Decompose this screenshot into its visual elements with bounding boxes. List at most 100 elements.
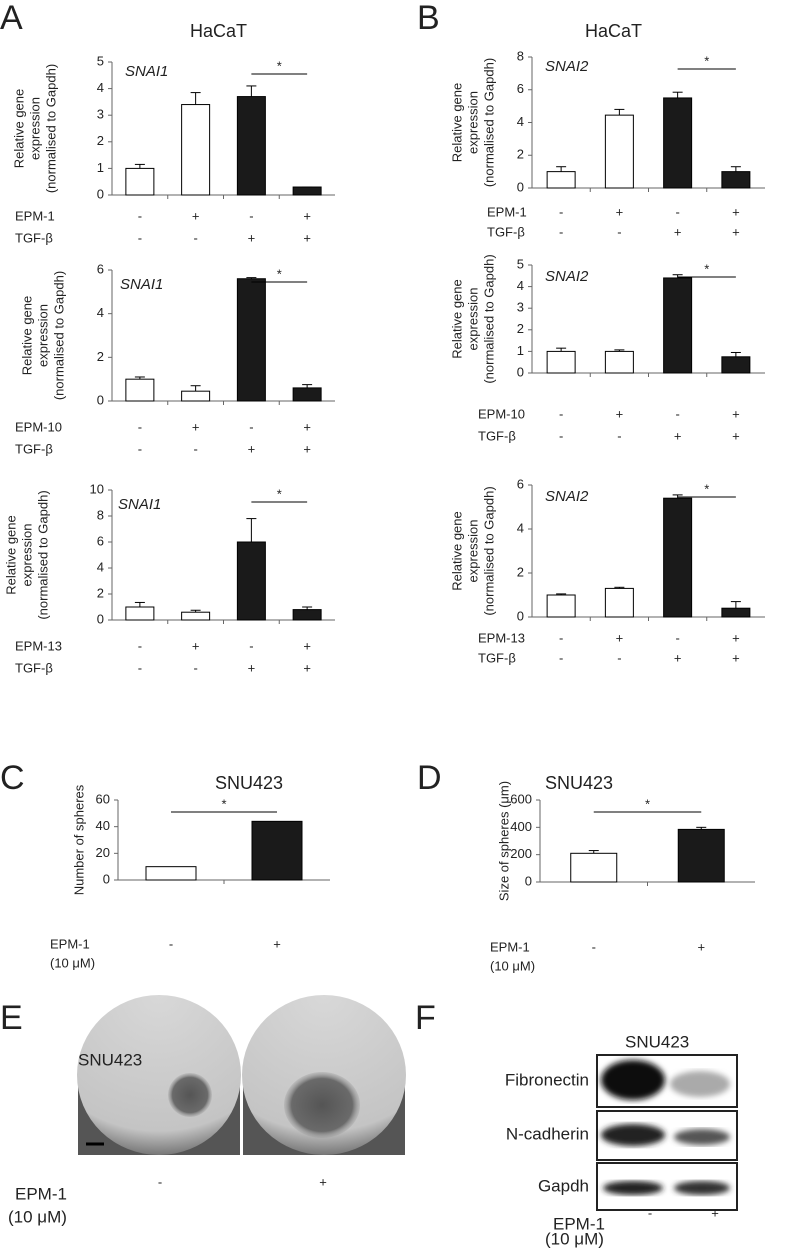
y-axis-label: (normalised to Gapdh) [481,58,496,187]
error-bar [556,347,567,352]
y-axis-label: Relative gene [19,296,34,376]
bar [125,167,155,196]
bar [604,587,634,618]
y-axis-label: (normalised to Gapdh) [51,271,66,400]
panel-letter: F [415,999,436,1037]
y-tick-label: 0 [517,179,524,194]
y-tick-label: 4 [517,520,524,535]
y-axis-label: expression [35,304,50,367]
treatment-mark: - [559,630,563,645]
y-axis-label: Relative gene [11,89,26,169]
treatment-mark: - [559,650,563,665]
y-tick-label: 4 [517,278,524,293]
treatment-mark: - [138,638,142,653]
y-tick-label: 2 [97,133,104,148]
treatment-mark: + [303,441,311,456]
band [601,1060,665,1100]
treatment-mark: + [732,650,740,665]
treatment-mark: + [616,630,624,645]
bar [251,820,303,881]
y-tick-label: 4 [97,80,104,95]
treatment-mark: + [732,406,740,421]
y-tick-label: 10 [90,481,104,496]
y-tick-label: 400 [510,819,532,834]
cell-line: HaCaT [585,21,642,41]
treatment-mark: - [193,660,197,675]
bar [292,186,322,196]
treatment-label: TGF-β [478,428,516,443]
bar [145,866,197,881]
treatment-note: (10 μM) [8,1207,67,1226]
error-bar [730,351,741,357]
y-axis-label: Relative gene [3,515,18,595]
bar [570,852,618,883]
bar [546,350,576,374]
treatment-mark: + [616,204,624,219]
treatment-note: (10 μM) [490,958,535,973]
y-tick-label: 2 [517,321,524,336]
bar [236,278,266,402]
significance-label: * [704,481,709,496]
y-tick-label: 0 [97,611,104,626]
error-bar [134,163,145,169]
bar [663,497,693,618]
treatment-mark: - [592,939,596,954]
sphere [168,1073,212,1117]
error-bar [190,92,201,105]
bar [721,607,751,618]
treatment-mark: + [732,224,740,239]
dish [77,995,241,1155]
treatment-mark: - [675,204,679,219]
y-tick-label: 600 [510,791,532,806]
bar [125,606,155,621]
treatment-label: TGF-β [478,650,516,665]
gene-label: SNAI1 [125,63,168,80]
y-tick-label: 4 [97,559,104,574]
y-tick-label: 5 [97,53,104,68]
treatment-mark: - [648,1205,652,1220]
treatment-label: EPM-1 [553,1214,605,1233]
treatment-label: EPM-1 [487,204,527,219]
gene-label: SNAI2 [545,268,589,285]
treatment-mark: + [674,428,682,443]
bar [236,96,266,196]
bar [125,378,155,402]
treatment-label: EPM-13 [15,638,62,653]
y-axis-label: Relative gene [449,83,464,163]
bar [236,541,266,621]
panel-letter: E [0,999,23,1037]
band [674,1181,730,1195]
band [601,1124,665,1146]
significance-label: * [645,796,650,811]
bar [546,171,576,189]
treatment-mark: - [249,638,253,653]
treatment-mark: - [193,441,197,456]
y-axis-label: Number of spheres [71,784,86,895]
cell-line: SNU423 [215,773,283,793]
y-tick-label: 0 [97,392,104,407]
panel-letter: D [417,759,442,797]
gene-label: SNAI2 [545,58,589,75]
panel-letter: A [0,0,23,37]
treatment-mark: + [303,419,311,434]
y-tick-label: 4 [517,114,524,129]
treatment-mark: - [617,428,621,443]
y-tick-label: 0 [517,608,524,623]
protein-label: Fibronectin [505,1070,589,1089]
treatment-label: EPM-1 [490,939,530,954]
treatment-mark: + [192,208,200,223]
treatment-mark: - [249,419,253,434]
treatment-mark: - [158,1174,162,1189]
error-bar [190,385,201,392]
gene-label: SNAI2 [545,488,589,505]
treatment-mark: - [169,936,173,951]
bar [181,611,211,621]
error-bar [696,826,707,830]
error-bar [302,384,313,388]
y-tick-label: 0 [103,871,110,886]
bar [663,277,693,374]
y-tick-label: 2 [517,564,524,579]
treatment-label: TGF-β [15,660,53,675]
treatment-label: TGF-β [15,230,53,245]
